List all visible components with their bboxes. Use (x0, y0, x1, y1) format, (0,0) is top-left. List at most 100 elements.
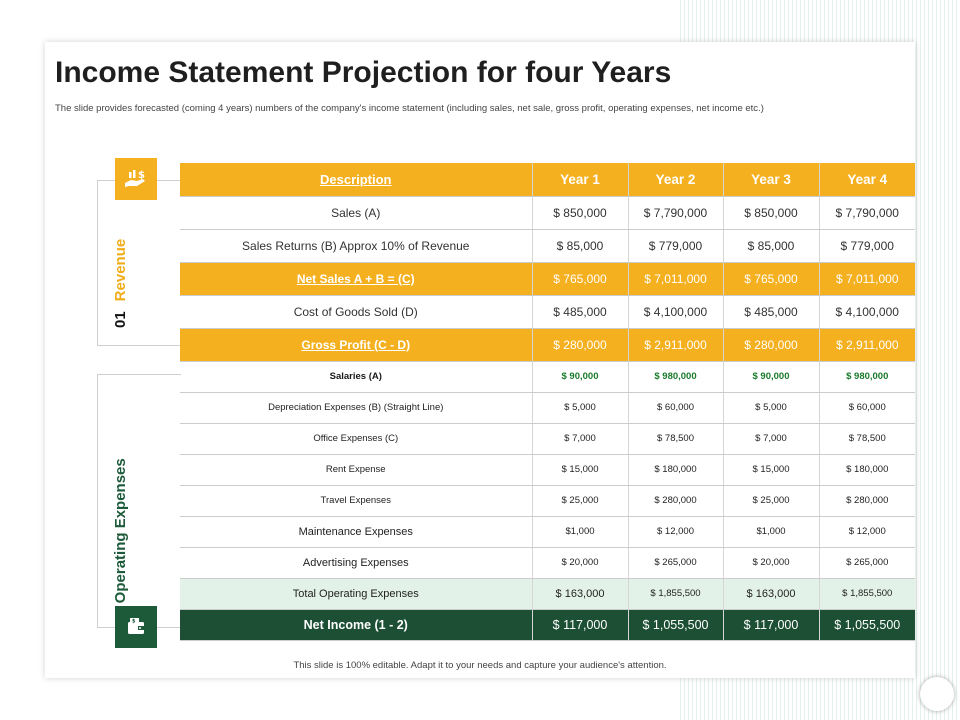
cell-label: Net Sales A + B = (C) (180, 262, 532, 296)
cell-label: Cost of Goods Sold (D) (180, 295, 532, 329)
cell-year-3: $ 25,000 (722, 485, 819, 517)
cell-year-4: $ 2,911,000 (818, 328, 915, 362)
cell-year-3: $ 90,000 (722, 361, 819, 393)
row-net-sales: Net Sales A + B = (C) $ 765,000 $ 7,011,… (180, 262, 915, 296)
revenue-section-text: Revenue (112, 238, 129, 302)
row-total-operating-expenses: Total Operating Expenses $ 163,000 $ 1,8… (180, 578, 915, 610)
cell-year-2: $ 78,500 (627, 423, 723, 455)
cell-year-1: $ 90,000 (531, 361, 628, 393)
row-depreciation: Depreciation Expenses (B) (Straight Line… (180, 392, 915, 424)
svg-text:$: $ (132, 619, 136, 625)
cell-label: Total Operating Expenses (180, 578, 532, 610)
cell-year-1: $ 850,000 (531, 196, 628, 230)
page-subtitle: The slide provides forecasted (coming 4 … (55, 103, 764, 114)
cell-year-3: $ 20,000 (722, 547, 819, 579)
cell-year-1: $ 20,000 (531, 547, 628, 579)
revenue-section-label: 01 Revenue (112, 218, 132, 328)
cell-year-4: $ 60,000 (818, 392, 915, 424)
cell-label: Gross Profit (C - D) (180, 328, 532, 362)
row-office-expenses: Office Expenses (C) $ 7,000 $ 78,500 $ 7… (180, 423, 915, 455)
header-description: Description (180, 163, 532, 197)
cell-year-2: $ 60,000 (627, 392, 723, 424)
money-hand-icon: $ (115, 158, 157, 200)
cell-year-3: $ 7,000 (722, 423, 819, 455)
cell-year-1: $ 7,000 (531, 423, 628, 455)
operating-section-label: 02Operating Expenses (112, 430, 132, 630)
cell-year-3: $ 765,000 (722, 262, 819, 296)
cell-label: Depreciation Expenses (B) (Straight Line… (180, 392, 532, 424)
decorative-circle (920, 677, 954, 711)
cell-year-4: $ 4,100,000 (818, 295, 915, 329)
row-advertising-expenses: Advertising Expenses $ 20,000 $ 265,000 … (180, 547, 915, 579)
row-gross-profit: Gross Profit (C - D) $ 280,000 $ 2,911,0… (180, 328, 915, 362)
row-travel-expenses: Travel Expenses $ 25,000 $ 280,000 $ 25,… (180, 485, 915, 517)
cell-year-2: $ 2,911,000 (627, 328, 723, 362)
operating-bracket (97, 374, 181, 628)
cell-year-4: $ 12,000 (818, 516, 915, 548)
cell-year-4: $ 779,000 (818, 229, 915, 263)
slide-card: Income Statement Projection for four Yea… (45, 42, 915, 678)
cell-label: Advertising Expenses (180, 547, 532, 579)
cell-year-2: $ 1,855,500 (627, 578, 723, 610)
cell-label: Office Expenses (C) (180, 423, 532, 455)
header-year-3: Year 3 (722, 163, 819, 197)
revenue-section-number: 01 (112, 311, 129, 328)
cell-year-3: $ 280,000 (722, 328, 819, 362)
cell-year-1: $ 765,000 (531, 262, 628, 296)
cell-year-1: $ 163,000 (531, 578, 628, 610)
page-title: Income Statement Projection for four Yea… (55, 56, 672, 89)
cell-label: Rent Expense (180, 454, 532, 486)
cell-year-4: $ 1,855,500 (818, 578, 915, 610)
footer-note: This slide is 100% editable. Adapt it to… (293, 660, 667, 671)
cell-year-4: $ 980,000 (818, 361, 915, 393)
row-sales: Sales (A) $ 850,000 $ 7,790,000 $ 850,00… (180, 196, 915, 230)
operating-section-text: Operating Expenses (112, 458, 129, 604)
header-year-1: Year 1 (531, 163, 628, 197)
cell-label: Maintenance Expenses (180, 516, 532, 548)
cell-year-3: $ 85,000 (722, 229, 819, 263)
cell-year-1: $ 85,000 (531, 229, 628, 263)
cell-year-1: $ 117,000 (531, 609, 628, 641)
cell-year-1: $ 485,000 (531, 295, 628, 329)
cell-year-3: $ 163,000 (722, 578, 819, 610)
cell-year-2: $ 180,000 (627, 454, 723, 486)
cell-year-4: $ 78,500 (818, 423, 915, 455)
cell-year-2: $ 265,000 (627, 547, 723, 579)
svg-text:$: $ (138, 170, 145, 181)
cell-year-4: $ 1,055,500 (818, 609, 915, 641)
income-statement-table: Description Year 1 Year 2 Year 3 Year 4 … (180, 163, 915, 641)
cell-year-2: $ 280,000 (627, 485, 723, 517)
cell-year-4: $ 280,000 (818, 485, 915, 517)
cell-year-2: $ 7,790,000 (627, 196, 723, 230)
cell-year-2: $ 12,000 (627, 516, 723, 548)
cell-year-3: $ 485,000 (722, 295, 819, 329)
header-year-4: Year 4 (818, 163, 915, 197)
row-maintenance-expenses: Maintenance Expenses $1,000 $ 12,000 $1,… (180, 516, 915, 548)
cell-year-1: $ 15,000 (531, 454, 628, 486)
wallet-icon: $ (115, 606, 157, 648)
cell-label: Sales Returns (B) Approx 10% of Revenue (180, 229, 532, 263)
cell-year-3: $ 117,000 (722, 609, 819, 641)
row-rent-expense: Rent Expense $ 15,000 $ 180,000 $ 15,000… (180, 454, 915, 486)
cell-year-1: $ 25,000 (531, 485, 628, 517)
header-year-2: Year 2 (627, 163, 723, 197)
cell-year-2: $ 779,000 (627, 229, 723, 263)
cell-year-4: $ 180,000 (818, 454, 915, 486)
cell-label: Salaries (A) (180, 361, 532, 393)
revenue-bracket (97, 180, 181, 346)
cell-year-3: $ 5,000 (722, 392, 819, 424)
cell-year-1: $ 5,000 (531, 392, 628, 424)
cell-label: Sales (A) (180, 196, 532, 230)
cell-year-2: $ 980,000 (627, 361, 723, 393)
cell-year-1: $1,000 (531, 516, 628, 548)
cell-label: Travel Expenses (180, 485, 532, 517)
cell-year-2: $ 7,011,000 (627, 262, 723, 296)
row-cogs: Cost of Goods Sold (D) $ 485,000 $ 4,100… (180, 295, 915, 329)
cell-year-3: $1,000 (722, 516, 819, 548)
row-salaries: Salaries (A) $ 90,000 $ 980,000 $ 90,000… (180, 361, 915, 393)
row-sales-returns: Sales Returns (B) Approx 10% of Revenue … (180, 229, 915, 263)
cell-year-3: $ 850,000 (722, 196, 819, 230)
row-net-income: Net Income (1 - 2) $ 117,000 $ 1,055,500… (180, 609, 915, 641)
cell-label: Net Income (1 - 2) (180, 609, 532, 641)
cell-year-2: $ 4,100,000 (627, 295, 723, 329)
